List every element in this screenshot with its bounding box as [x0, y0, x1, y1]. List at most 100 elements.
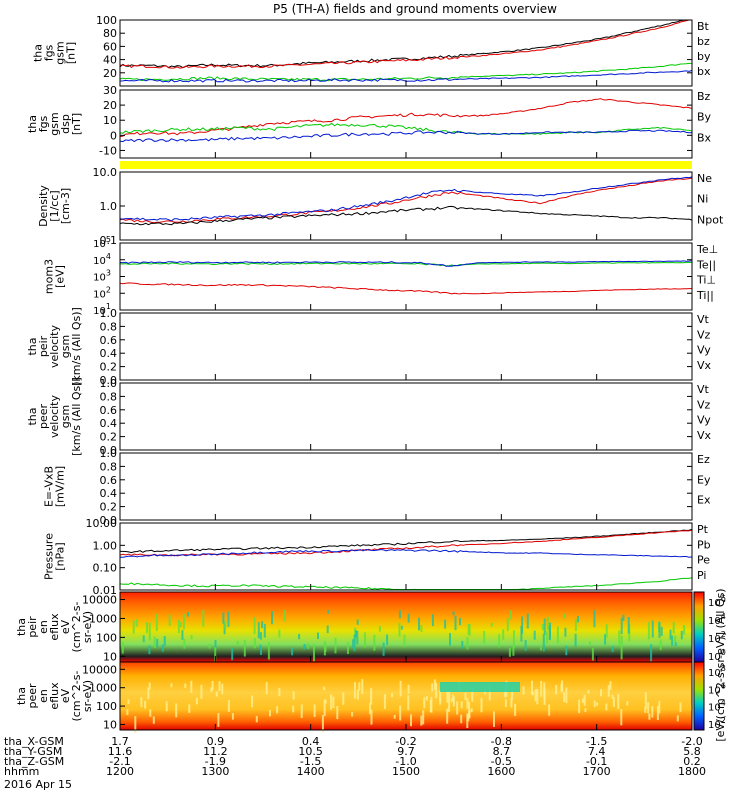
heatmap-streak	[651, 706, 654, 718]
heatmap-streak	[674, 641, 677, 647]
legend-vz: Vz	[697, 328, 711, 341]
y-tick-label: 0.4	[100, 417, 118, 430]
heatmap-streak	[627, 617, 630, 634]
y-tick-label: 0.6	[100, 474, 118, 487]
y-tick-label: 102	[93, 285, 111, 300]
legend-bz: bz	[697, 35, 710, 48]
footer: tha_X-GSM 1.7 0.9 0.4 -0.2 -0.8 -1.5 -2.0 tha_Y-…	[4, 735, 706, 791]
heatmap-streak	[680, 630, 683, 640]
footer-value: 1200	[106, 765, 134, 778]
heatmap-streak	[271, 611, 273, 625]
heatmap-streak	[672, 621, 675, 634]
heatmap-streak	[361, 679, 364, 694]
heatmap-streak	[243, 639, 246, 657]
y-axis-label: [cm-3]	[59, 188, 72, 224]
heatmap-streak	[658, 700, 661, 714]
heatmap-streak	[253, 638, 256, 649]
heatmap-streak	[356, 619, 359, 625]
heatmap-streak	[195, 697, 198, 705]
heatmap-streak	[584, 708, 587, 712]
legend-vy: Vy	[697, 414, 711, 427]
y-tick-label: 0	[110, 129, 117, 142]
y-tick-label: -10	[99, 144, 117, 157]
heatmap-streak	[267, 642, 270, 660]
heatmap-streak	[533, 630, 536, 640]
y-axis-label: peir	[37, 335, 50, 357]
heatmap-streak	[546, 616, 549, 631]
heatmap-streak	[506, 618, 509, 632]
heatmap-streak	[542, 634, 545, 652]
legend-pi: Pi	[697, 569, 706, 582]
legend-vz: Vz	[697, 398, 711, 411]
heatmap-streak	[370, 688, 373, 705]
quality-flag-bar	[120, 161, 692, 169]
heatmap-streak	[448, 690, 451, 707]
y-tick-label: 0.4	[100, 347, 118, 360]
heatmap-streak	[278, 629, 281, 638]
y-axis-label: tha	[15, 687, 28, 705]
footer-value: 11.6	[108, 745, 133, 758]
heatmap-streak	[398, 610, 401, 619]
heatmap-streak	[355, 630, 358, 638]
heatmap-streak	[545, 630, 548, 644]
heatmap-streak	[521, 616, 524, 634]
y-axis-label: Density	[37, 185, 50, 227]
heatmap-streak	[604, 634, 607, 645]
heatmap-streak	[336, 706, 339, 720]
legend-ez: Ez	[697, 453, 710, 466]
heatmap-streak	[683, 625, 686, 635]
series-ti||	[119, 260, 693, 267]
heatmap-streak	[588, 641, 591, 646]
y-axis-label: sr-eV)	[81, 680, 94, 712]
legend-by: By	[697, 111, 712, 124]
heatmap-streak	[149, 709, 152, 717]
colorbar-tick-exponent: 4	[721, 699, 726, 708]
heatmap-streak	[224, 620, 227, 629]
y-axis-label: tha	[26, 407, 39, 425]
y-axis-label: velocity	[48, 395, 61, 438]
heatmap-streak	[170, 683, 173, 688]
heatmap-streak	[446, 708, 449, 724]
heatmap-field	[120, 662, 692, 730]
y-axis-label: gsm	[59, 405, 72, 428]
heatmap-streak	[179, 622, 182, 628]
heatmap-streak	[444, 619, 447, 629]
heatmap-streak	[425, 696, 428, 701]
heatmap-streak	[431, 614, 434, 627]
heatmap-streak	[253, 617, 256, 634]
y-tick-label: 10000	[82, 663, 117, 676]
heatmap-streak	[563, 613, 566, 619]
heatmap-streak	[317, 632, 319, 639]
footer-row-label: hhmm	[4, 765, 39, 778]
y-axis-label: peer	[37, 404, 50, 430]
heatmap-streak	[260, 646, 262, 655]
y-axis-label: [nT]	[70, 113, 83, 135]
footer-value: 10.5	[298, 745, 323, 758]
y-tick-label: 1.00	[93, 539, 118, 552]
heatmap-streak	[215, 691, 218, 697]
footer-value: -0.5	[491, 755, 512, 768]
y-axis-label: (cm^2-s-	[70, 671, 83, 722]
y-tick-label: 0.4	[100, 487, 118, 500]
heatmap-streak	[364, 632, 366, 648]
y-axis-label: en	[37, 689, 50, 703]
footer-value: 9.7	[397, 745, 415, 758]
y-axis-label: tha	[15, 618, 28, 636]
legend-bz: Bz	[697, 90, 711, 103]
heatmap-streak	[257, 622, 260, 639]
heatmap-streak	[609, 681, 612, 690]
heatmap-streak	[556, 626, 559, 644]
plot-title: P5 (TH-A) fields and ground moments over…	[273, 2, 557, 16]
y-axis-label: velocity	[48, 325, 61, 368]
panel-frame	[119, 452, 693, 521]
y-tick-label: 1000	[89, 682, 117, 695]
footer-value: -0.1	[586, 755, 607, 768]
heatmap-streak	[356, 689, 359, 700]
heatmap-streak	[524, 640, 527, 651]
y-tick-label: 0.0	[100, 444, 118, 457]
heatmap-streak	[298, 633, 301, 640]
y-axis-label: [nPa]	[54, 542, 67, 570]
